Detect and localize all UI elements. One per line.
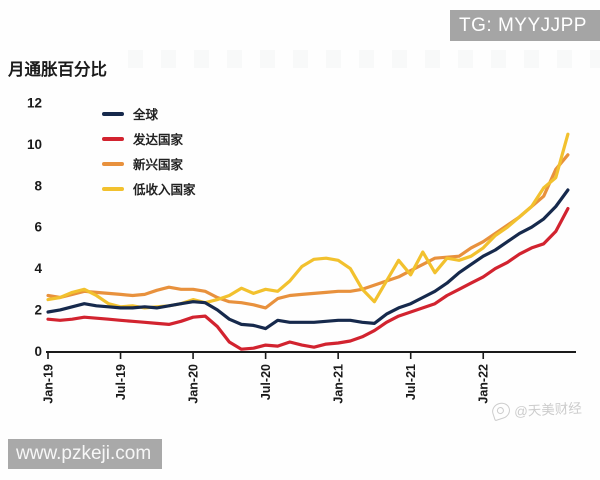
legend-label-emerging-countries: 新兴国家 (133, 158, 184, 172)
chart-title: 月通胀百分比 (8, 61, 107, 79)
series-line-emerging-countries (46, 153, 570, 310)
legend-label-developed-countries: 发达国家 (133, 133, 184, 147)
x-tick-label: Jul-20 (259, 364, 273, 400)
y-tick-label: 8 (34, 178, 42, 193)
y-tick-label: 10 (27, 137, 42, 152)
y-tick-label: 2 (34, 302, 42, 317)
series-line-global (46, 188, 570, 331)
x-tick-label: Jul-21 (404, 364, 418, 400)
x-tick-label: Jan-21 (332, 364, 346, 404)
weibo-logo-icon (490, 400, 513, 422)
legend-item-low-income-countries: 低收入国家 (102, 176, 196, 201)
legend-swatch-global (102, 111, 124, 116)
x-tick-label: Jan-22 (477, 364, 491, 404)
series-line-developed-countries (46, 207, 570, 351)
tg-watermark-badge: TG: MYYJJPP (450, 10, 600, 41)
site-watermark-text: www.pzkeji.com (16, 443, 152, 464)
y-tick-label: 12 (27, 96, 42, 111)
legend-item-emerging-countries: 新兴国家 (102, 151, 196, 176)
legend-swatch-developed-countries (102, 136, 124, 141)
legend-label-low-income-countries: 低收入国家 (133, 183, 196, 197)
faded-watermark-artifact-row (128, 50, 600, 68)
legend-swatch-low-income-countries (102, 186, 124, 191)
legend-item-developed-countries: 发达国家 (102, 126, 196, 151)
legend-swatch-emerging-countries (102, 161, 124, 166)
tg-watermark-text: TG: MYYJJPP (459, 15, 587, 36)
y-tick-label: 4 (34, 261, 42, 276)
chart-legend: 全球发达国家新兴国家低收入国家 (102, 101, 196, 201)
site-watermark-badge: www.pzkeji.com (8, 439, 162, 469)
y-tick-label: 0 (34, 344, 42, 359)
x-tick-label: Jan-20 (187, 364, 201, 404)
y-tick-label: 6 (34, 220, 42, 235)
legend-item-global: 全球 (102, 101, 196, 126)
weibo-watermark-text: @天美财经 (513, 400, 583, 420)
x-tick-label: Jul-19 (114, 364, 128, 400)
x-tick-label: Jan-19 (42, 364, 56, 404)
legend-label-global: 全球 (133, 108, 159, 122)
